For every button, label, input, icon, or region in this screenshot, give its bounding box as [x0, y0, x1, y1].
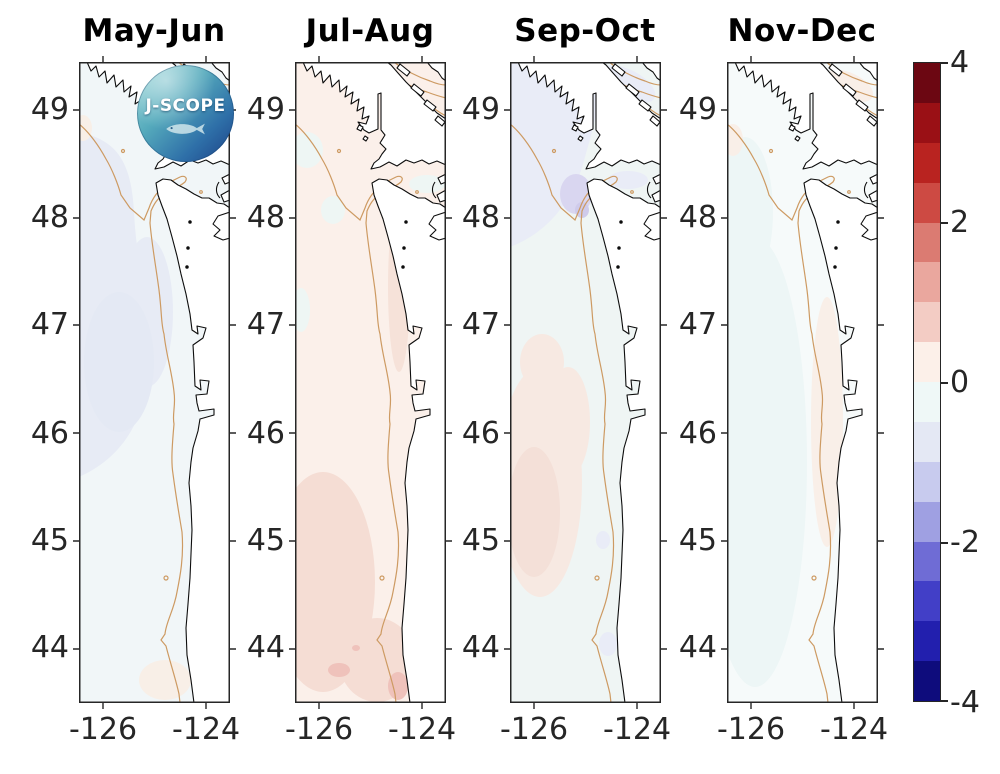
lat-tick-label: 49: [461, 92, 500, 127]
lat-tick-label: 44: [246, 630, 285, 665]
lat-tick-label: 47: [246, 307, 285, 342]
panel-title-jul-aug: Jul-Aug: [305, 13, 435, 49]
colorbar-segment: [914, 461, 940, 502]
map-panel-jul-aug: [288, 55, 453, 710]
colorbar-segment: [914, 102, 940, 143]
lon-tick-label: -126: [716, 712, 786, 747]
lat-tick-label: 46: [461, 416, 500, 451]
lat-tick-label: 46: [30, 416, 69, 451]
colorbar-tick: [941, 700, 948, 702]
lat-tick-label: 48: [678, 200, 717, 235]
colorbar: [913, 62, 941, 702]
lat-tick-label: 49: [678, 92, 717, 127]
colorbar-segment: [914, 222, 940, 263]
lat-tick-label: 49: [246, 92, 285, 127]
colorbar-tick-label: -4: [950, 685, 980, 720]
colorbar-segment: [914, 621, 940, 662]
jscope-logo-label: J-SCOPE: [145, 95, 226, 116]
lon-tick-label: -126: [68, 712, 138, 747]
lat-tick-label: 45: [246, 523, 285, 558]
lon-tick-label: -126: [284, 712, 354, 747]
colorbar-tick-label: -2: [950, 525, 980, 560]
colorbar-segment: [914, 182, 940, 223]
colorbar-tick: [941, 542, 948, 544]
colorbar-segment: [914, 541, 940, 582]
lat-tick-label: 47: [461, 307, 500, 342]
lat-tick-label: 47: [678, 307, 717, 342]
colorbar-tick-label: 0: [950, 365, 970, 400]
lat-tick-label: 44: [461, 630, 500, 665]
lat-tick-label: 45: [678, 523, 717, 558]
panel-title-sep-oct: Sep-Oct: [514, 13, 656, 49]
colorbar-segment: [914, 142, 940, 183]
map-panel-sep-oct: [503, 55, 668, 710]
colorbar-segment: [914, 581, 940, 622]
jscope-logo: J-SCOPE: [137, 65, 234, 162]
colorbar-segment: [914, 262, 940, 303]
panel-title-may-jun: May-Jun: [82, 13, 226, 49]
lat-tick-label: 44: [30, 630, 69, 665]
lon-tick-label: -124: [602, 712, 672, 747]
lat-tick-label: 49: [30, 92, 69, 127]
lon-tick-label: -126: [499, 712, 569, 747]
colorbar-tick-label: 4: [950, 45, 970, 80]
colorbar-segment: [914, 421, 940, 462]
map-panel-may-jun: [72, 55, 237, 710]
lat-tick-label: 47: [30, 307, 69, 342]
lat-tick-label: 48: [246, 200, 285, 235]
colorbar-segment: [914, 501, 940, 542]
panel-title-nov-dec: Nov-Dec: [727, 13, 877, 49]
lat-tick-label: 48: [461, 200, 500, 235]
colorbar-tick: [941, 62, 948, 64]
lat-tick-label: 46: [678, 416, 717, 451]
lon-tick-label: -124: [387, 712, 457, 747]
lat-tick-label: 46: [246, 416, 285, 451]
colorbar-segment: [914, 382, 940, 422]
lat-tick-label: 45: [461, 523, 500, 558]
map-panel-nov-dec: [720, 55, 885, 710]
colorbar-tick: [941, 222, 948, 224]
colorbar-segment: [914, 63, 940, 103]
colorbar-segment: [914, 661, 940, 701]
colorbar-tick-label: 2: [950, 205, 970, 240]
colorbar-tick: [941, 382, 948, 384]
lat-tick-label: 48: [30, 200, 69, 235]
colorbar-segment: [914, 342, 940, 382]
lat-tick-label: 44: [678, 630, 717, 665]
lon-tick-label: -124: [171, 712, 241, 747]
fish-icon: [165, 123, 205, 134]
lat-tick-label: 45: [30, 523, 69, 558]
lon-tick-label: -124: [819, 712, 889, 747]
colorbar-segment: [914, 302, 940, 343]
